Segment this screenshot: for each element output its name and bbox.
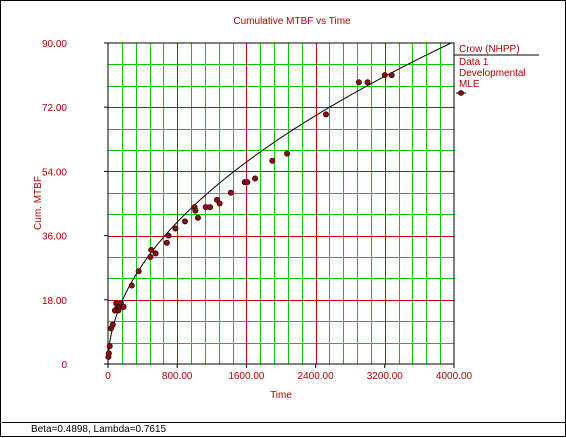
- y-tick-label: 54.00: [42, 167, 67, 178]
- y-axis-ticks: 0 18.00 36.00 54.00 72.00 90.00: [42, 39, 108, 371]
- y-tick-label: 36.00: [42, 232, 67, 243]
- data-point: [135, 268, 142, 275]
- x-axis-label: Time: [270, 390, 292, 401]
- x-axis-ticks: 0 800.00 1600.00 2400.00 3200.00 4000.00: [105, 364, 473, 382]
- data-point: [165, 232, 172, 239]
- data-point: [109, 321, 116, 328]
- data-point: [172, 225, 179, 232]
- data-point: [227, 189, 234, 196]
- data-point: [105, 350, 112, 357]
- legend: Crow (NHPP) Data 1 Developmental MLE: [454, 44, 539, 96]
- legend-title: Crow (NHPP): [459, 44, 520, 55]
- legend-line-2: Developmental: [459, 68, 526, 79]
- y-tick-label: 18.00: [42, 296, 67, 307]
- x-tick-label: 1600.00: [228, 371, 265, 382]
- legend-line-3: MLE: [459, 79, 480, 90]
- data-points: [105, 72, 395, 360]
- data-point: [194, 214, 201, 221]
- x-tick-label: 3200.00: [367, 371, 404, 382]
- data-point: [381, 72, 388, 79]
- x-tick-label: 4000.00: [436, 371, 473, 382]
- data-point: [284, 150, 291, 157]
- plot-area-border: [107, 42, 455, 365]
- x-tick-label: 0: [105, 371, 111, 382]
- legend-point-swatch: [458, 90, 464, 96]
- data-point: [147, 253, 154, 260]
- data-point: [355, 79, 362, 86]
- data-point: [207, 204, 214, 211]
- y-tick-label: 72.00: [42, 103, 67, 114]
- major-grid: [108, 43, 454, 364]
- data-point: [163, 239, 170, 246]
- data-point: [106, 343, 113, 350]
- mle-fit-line: [107, 42, 451, 360]
- data-point: [252, 175, 259, 182]
- y-tick-label: 90.00: [42, 39, 67, 50]
- data-point: [244, 179, 251, 186]
- data-point: [148, 246, 155, 253]
- data-point: [322, 111, 329, 118]
- data-point: [216, 200, 223, 207]
- legend-line-1: Data 1: [459, 57, 489, 68]
- data-point: [152, 250, 159, 257]
- y-tick-label: 0: [61, 360, 67, 371]
- x-tick-label: 2400.00: [298, 371, 335, 382]
- x-tick-label: 800.00: [162, 371, 193, 382]
- chart-title: Cumulative MTBF vs Time: [233, 16, 351, 27]
- data-point: [269, 157, 276, 164]
- data-point: [181, 218, 188, 225]
- data-point: [120, 303, 127, 310]
- minor-grid: [108, 43, 454, 364]
- data-point: [192, 207, 199, 214]
- y-axis-label: Cum. MTBF: [33, 176, 44, 230]
- data-point: [388, 72, 395, 79]
- parameter-annotation: Beta=0.4898, Lambda=0.7615: [31, 424, 167, 435]
- data-point: [364, 79, 371, 86]
- footer-divider: [2, 422, 566, 423]
- data-point: [128, 282, 135, 289]
